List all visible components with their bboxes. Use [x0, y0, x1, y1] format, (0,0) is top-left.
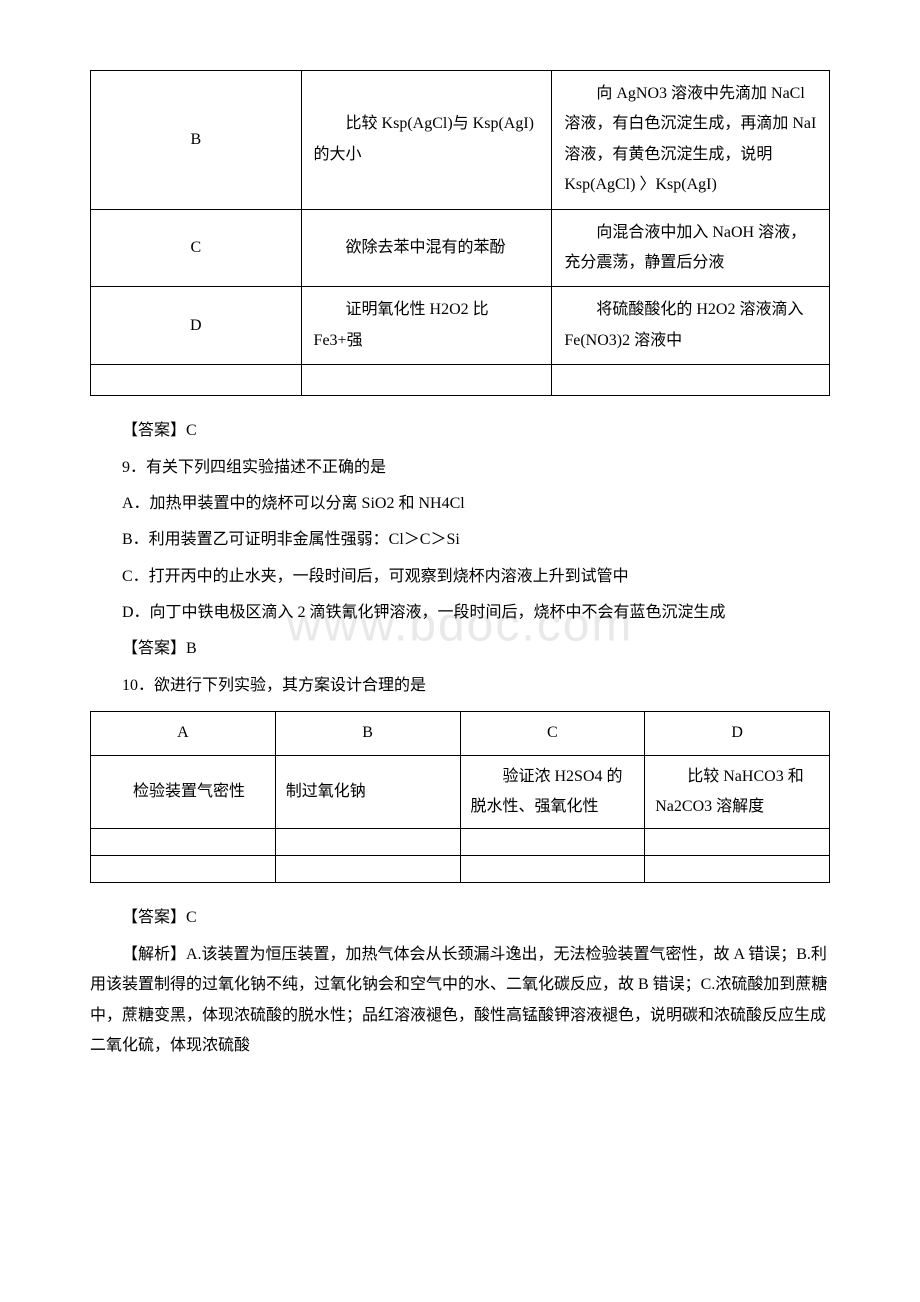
- cell-body: 制过氧化钠: [275, 755, 460, 829]
- question-9-option-b: B．利用装置乙可证明非金属性强弱：Cl＞C＞Si: [90, 525, 830, 555]
- cell-head: C: [460, 712, 645, 755]
- question-9-option-a: A．加热甲装置中的烧杯可以分离 SiO2 和 NH4Cl: [90, 489, 830, 519]
- table-row-empty: [91, 365, 830, 396]
- answer-10: 【答案】C: [90, 903, 830, 933]
- table-experiment-options: B 比较 Ksp(AgCl)与 Ksp(AgI)的大小 向 AgNO3 溶液中先…: [90, 70, 830, 396]
- cell-method: 将硫酸酸化的 H2O2 溶液滴入 Fe(NO3)2 溶液中: [552, 287, 830, 365]
- table-experiment-plans: A B C D 检验装置气密性 制过氧化钠 验证浓 H2SO4 的脱水性、强氧化…: [90, 711, 830, 883]
- question-9-option-c: C．打开丙中的止水夹，一段时间后，可观察到烧杯内溶液上升到试管中: [90, 562, 830, 592]
- question-10-stem: 10．欲进行下列实验，其方案设计合理的是: [90, 671, 830, 701]
- table-row-empty: [91, 829, 830, 856]
- cell-method: 向 AgNO3 溶液中先滴加 NaCl 溶液，有白色沉淀生成，再滴加 NaI 溶…: [552, 71, 830, 210]
- cell-body: 验证浓 H2SO4 的脱水性、强氧化性: [460, 755, 645, 829]
- answer-9: 【答案】B: [90, 634, 830, 664]
- cell-method: 向混合液中加入 NaOH 溶液，充分震荡，静置后分液: [552, 209, 830, 287]
- cell-head: D: [645, 712, 830, 755]
- question-9-stem: 9．有关下列四组实验描述不正确的是: [90, 453, 830, 483]
- question-9-option-d: D．向丁中铁电极区滴入 2 滴铁氰化钾溶液，一段时间后，烧杯中不会有蓝色沉淀生成: [90, 598, 830, 628]
- table-row-empty: [91, 856, 830, 883]
- cell-body: 检验装置气密性: [91, 755, 276, 829]
- cell-purpose: 证明氧化性 H2O2 比 Fe3+强: [301, 287, 552, 365]
- cell-head: A: [91, 712, 276, 755]
- cell-head: B: [275, 712, 460, 755]
- table-row: 检验装置气密性 制过氧化钠 验证浓 H2SO4 的脱水性、强氧化性 比较 NaH…: [91, 755, 830, 829]
- table-row: C 欲除去苯中混有的苯酚 向混合液中加入 NaOH 溶液，充分震荡，静置后分液: [91, 209, 830, 287]
- cell-label: B: [91, 71, 302, 210]
- cell-body: 比较 NaHCO3 和 Na2CO3 溶解度: [645, 755, 830, 829]
- cell-label: D: [91, 287, 302, 365]
- table-row: D 证明氧化性 H2O2 比 Fe3+强 将硫酸酸化的 H2O2 溶液滴入 Fe…: [91, 287, 830, 365]
- cell-label: C: [91, 209, 302, 287]
- answer-8: 【答案】C: [90, 416, 830, 446]
- explanation-10: 【解析】A.该装置为恒压装置，加热气体会从长颈漏斗逸出，无法检验装置气密性，故 …: [90, 940, 830, 1062]
- cell-purpose: 比较 Ksp(AgCl)与 Ksp(AgI)的大小: [301, 71, 552, 210]
- table-row-head: A B C D: [91, 712, 830, 755]
- table-row: B 比较 Ksp(AgCl)与 Ksp(AgI)的大小 向 AgNO3 溶液中先…: [91, 71, 830, 210]
- cell-purpose: 欲除去苯中混有的苯酚: [301, 209, 552, 287]
